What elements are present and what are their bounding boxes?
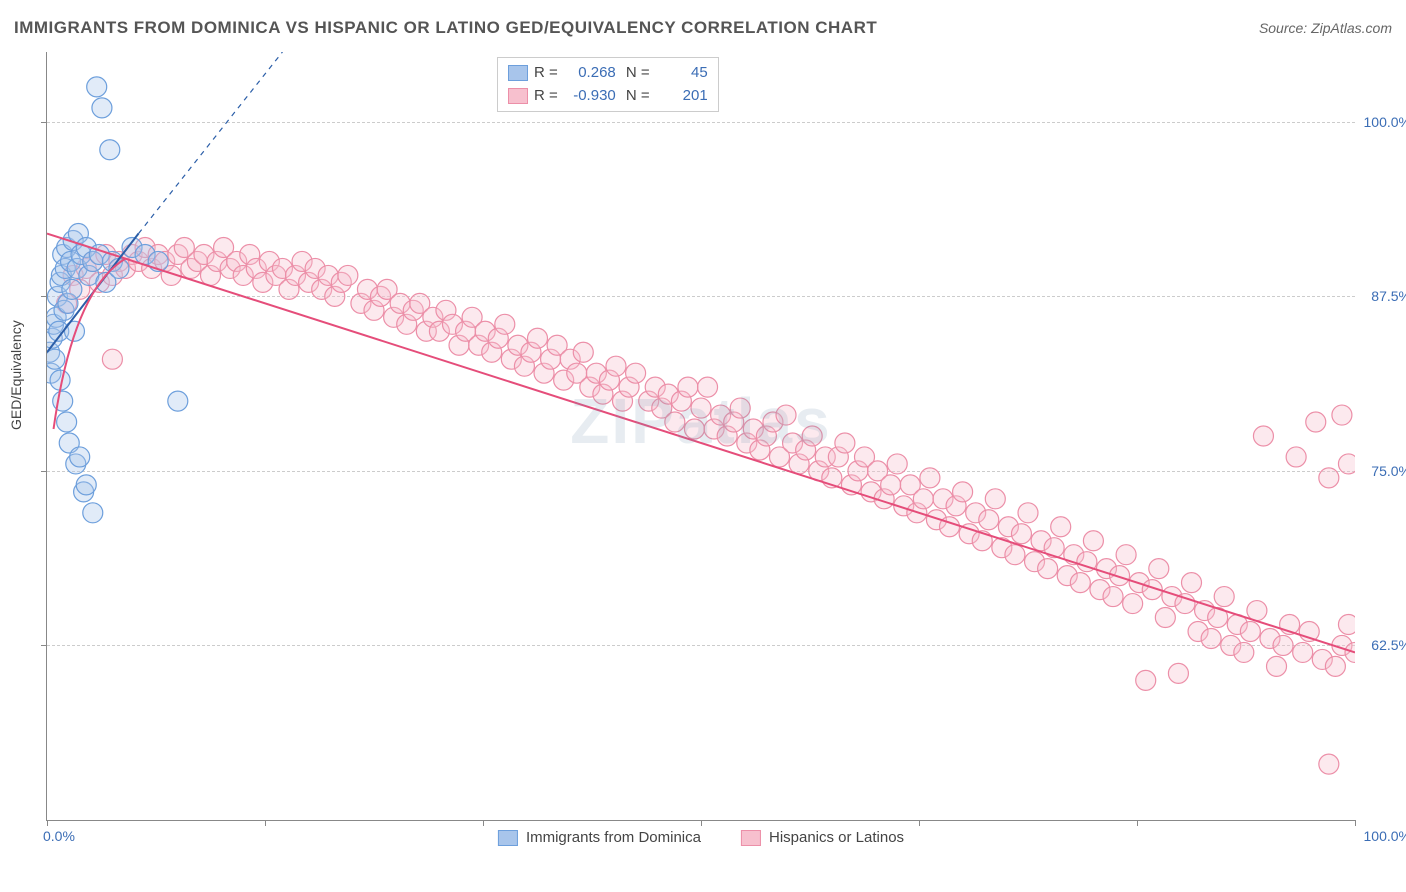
source-attribution: Source: ZipAtlas.com — [1259, 20, 1392, 36]
legend-label-1: Immigrants from Dominica — [526, 829, 701, 846]
n-label: N = — [622, 85, 650, 108]
x-tick-left: 0.0% — [43, 828, 75, 844]
x-tick — [483, 820, 484, 826]
x-tick — [47, 820, 48, 826]
x-tick — [701, 820, 702, 826]
r-label: R = — [534, 85, 558, 108]
scatter-svg — [47, 52, 1355, 820]
r-value-1: 0.268 — [564, 62, 616, 85]
r-value-2: -0.930 — [564, 85, 616, 108]
r-label: R = — [534, 62, 558, 85]
y-tick-label: 62.5% — [1371, 637, 1406, 653]
n-value-2: 201 — [656, 85, 708, 108]
n-value-1: 45 — [656, 62, 708, 85]
legend-item-hispanics: Hispanics or Latinos — [741, 829, 904, 846]
legend-stats-row-2: R = -0.930 N = 201 — [508, 85, 708, 108]
y-tick-label: 100.0% — [1364, 114, 1406, 130]
y-axis-label: GED/Equivalency — [8, 320, 24, 430]
chart-title: IMMIGRANTS FROM DOMINICA VS HISPANIC OR … — [14, 18, 877, 38]
y-tick-label: 87.5% — [1371, 288, 1406, 304]
y-tick-label: 75.0% — [1371, 463, 1406, 479]
swatch-hispanics-bottom — [741, 830, 761, 846]
n-label: N = — [622, 62, 650, 85]
swatch-dominica — [508, 65, 528, 81]
x-tick — [1137, 820, 1138, 826]
legend-stats-box: R = 0.268 N = 45 R = -0.930 N = 201 — [497, 57, 719, 112]
swatch-dominica-bottom — [498, 830, 518, 846]
legend-stats-row-1: R = 0.268 N = 45 — [508, 62, 708, 85]
swatch-hispanics — [508, 88, 528, 104]
x-tick — [919, 820, 920, 826]
x-tick-right: 100.0% — [1364, 828, 1406, 844]
x-tick — [1355, 820, 1356, 826]
plot-area: ZIPatlas R = 0.268 N = 45 R = -0.930 N =… — [46, 52, 1355, 821]
legend-bottom: Immigrants from Dominica Hispanics or La… — [498, 829, 904, 846]
title-bar: IMMIGRANTS FROM DOMINICA VS HISPANIC OR … — [14, 18, 1392, 38]
x-tick — [265, 820, 266, 826]
legend-label-2: Hispanics or Latinos — [769, 829, 904, 846]
legend-item-dominica: Immigrants from Dominica — [498, 829, 701, 846]
